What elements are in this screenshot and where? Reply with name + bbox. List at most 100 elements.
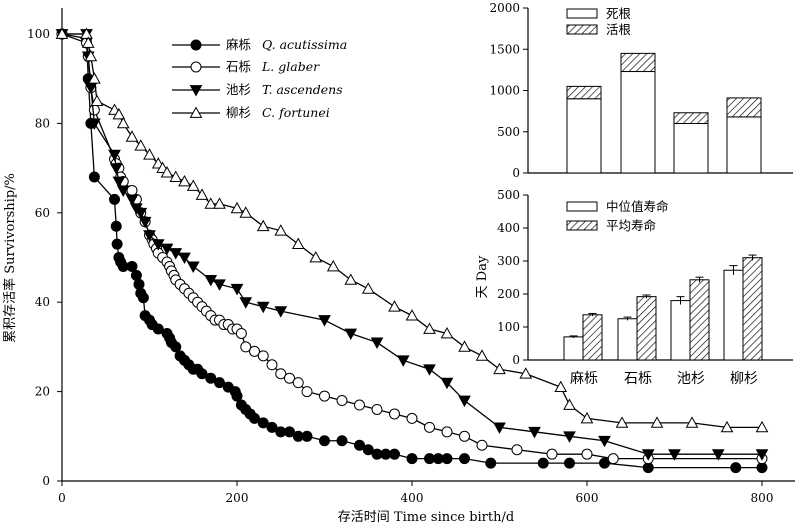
data-point-1 bbox=[301, 386, 313, 398]
inset1-y-tick-label: 0 bbox=[512, 166, 520, 180]
bar-median-life bbox=[563, 336, 584, 361]
data-point-1 bbox=[235, 327, 247, 339]
data-point-0 bbox=[537, 457, 549, 469]
data-point-3 bbox=[274, 224, 288, 236]
data-point-2 bbox=[440, 377, 454, 390]
data-point-0 bbox=[88, 171, 100, 183]
data-point-0 bbox=[205, 372, 217, 384]
data-point-0 bbox=[284, 426, 295, 438]
data-point-2 bbox=[178, 252, 191, 265]
data-point-1 bbox=[389, 408, 400, 420]
bar-median-life bbox=[670, 300, 691, 361]
data-point-1 bbox=[581, 448, 593, 460]
data-point-3 bbox=[186, 179, 200, 191]
legend-label-median-life: 中位值寿命 bbox=[606, 199, 669, 214]
data-point-3 bbox=[80, 27, 93, 39]
data-point-3 bbox=[178, 174, 191, 187]
data-point-2 bbox=[493, 422, 506, 434]
main-legend: 麻栎 Q. acutissima 石栎 L. glaber 池杉 T. asce… bbox=[172, 37, 347, 120]
data-point-2 bbox=[396, 355, 410, 367]
bar-mean-life bbox=[689, 279, 710, 361]
data-point-3 bbox=[81, 36, 95, 48]
data-point-3 bbox=[125, 130, 139, 142]
data-point-0 bbox=[111, 238, 123, 250]
lifespan-bar-chart: 0 100 200 300 400 500 麻栎 石栎 池杉 柳杉 天 Day 中位值寿命 平均… bbox=[475, 188, 793, 387]
category-label: 池杉 bbox=[677, 371, 705, 387]
data-point-1 bbox=[607, 453, 619, 465]
data-point-3 bbox=[650, 416, 664, 428]
data-point-1 bbox=[459, 430, 470, 442]
data-point-1 bbox=[406, 412, 418, 424]
data-point-0 bbox=[266, 421, 278, 433]
data-point-2 bbox=[318, 315, 331, 327]
data-point-2 bbox=[230, 283, 244, 296]
data-point-3 bbox=[116, 116, 130, 129]
data-point-2 bbox=[204, 274, 218, 287]
data-point-0 bbox=[441, 453, 453, 465]
category-label: 柳杉 bbox=[730, 370, 758, 387]
data-point-1 bbox=[284, 372, 295, 384]
data-point-3 bbox=[519, 367, 533, 379]
data-point-0 bbox=[485, 457, 497, 469]
bar-dead-root bbox=[673, 123, 709, 174]
bar-live-root bbox=[726, 97, 762, 118]
bar-dead-root bbox=[620, 71, 656, 174]
data-point-0 bbox=[564, 457, 575, 469]
data-point-2 bbox=[668, 449, 681, 461]
legend-label-0: 麻栎 bbox=[226, 37, 251, 52]
data-point-1 bbox=[511, 444, 523, 456]
data-point-3 bbox=[143, 148, 156, 160]
legend-label-live-root: 活根 bbox=[606, 22, 632, 37]
series-0 bbox=[56, 28, 768, 474]
inset1-y-tick-label: 1500 bbox=[489, 42, 520, 56]
data-point-1 bbox=[249, 345, 260, 357]
data-point-2 bbox=[528, 426, 541, 439]
data-point-3 bbox=[256, 219, 270, 232]
inset1-y-tick-label: 500 bbox=[497, 125, 520, 139]
main-y-axis-label: 累积存活率 Survivorship/% bbox=[2, 173, 18, 343]
data-point-1 bbox=[441, 426, 453, 438]
bar-dead-root bbox=[726, 116, 762, 174]
data-point-3 bbox=[685, 416, 699, 428]
data-point-0 bbox=[126, 260, 138, 272]
main-x-tick-label: 200 bbox=[226, 491, 249, 505]
data-point-3 bbox=[134, 139, 148, 151]
data-point-3 bbox=[755, 420, 769, 433]
inset2-y-tick-label: 400 bbox=[497, 221, 520, 235]
inset1-bars bbox=[566, 52, 762, 174]
legend-swatch-live-root bbox=[566, 24, 598, 35]
data-point-1 bbox=[240, 341, 252, 353]
category-label: 石栎 bbox=[624, 371, 652, 387]
data-point-3 bbox=[84, 49, 98, 62]
data-point-2 bbox=[370, 337, 384, 349]
legend-label-3: 柳杉 bbox=[226, 105, 251, 120]
data-point-0 bbox=[459, 453, 470, 465]
data-point-3 bbox=[90, 94, 104, 106]
inset1-legend: 死根 活根 bbox=[566, 6, 632, 37]
data-point-0 bbox=[301, 430, 313, 442]
bar-mean-life bbox=[636, 296, 657, 361]
main-y-tick-label: 20 bbox=[35, 385, 50, 399]
data-point-0 bbox=[249, 412, 260, 424]
data-point-3 bbox=[213, 197, 226, 209]
data-point-0 bbox=[354, 439, 365, 451]
inset2-y-tick-label: 300 bbox=[497, 254, 520, 268]
data-point-3 bbox=[291, 237, 305, 249]
data-point-3 bbox=[440, 326, 454, 339]
data-point-3 bbox=[361, 282, 375, 294]
data-point-0 bbox=[214, 377, 225, 389]
legend-label-dead-root: 死根 bbox=[606, 6, 632, 21]
data-point-2 bbox=[109, 163, 123, 175]
data-point-2 bbox=[116, 185, 130, 197]
inset2-bars bbox=[563, 254, 763, 361]
data-point-3 bbox=[230, 201, 244, 214]
data-point-1 bbox=[546, 448, 558, 460]
data-point-1 bbox=[257, 350, 269, 362]
data-point-2 bbox=[88, 118, 101, 130]
data-point-3 bbox=[493, 362, 506, 375]
inset2-y-tick-label: 200 bbox=[497, 287, 520, 301]
data-point-2 bbox=[108, 149, 121, 162]
legend-latin-0: Q. acutissima bbox=[262, 37, 347, 52]
inset2-legend: 中位值寿命 平均寿命 bbox=[566, 199, 669, 233]
main-x-ticks: 0 200 400 600 800 bbox=[58, 481, 773, 505]
